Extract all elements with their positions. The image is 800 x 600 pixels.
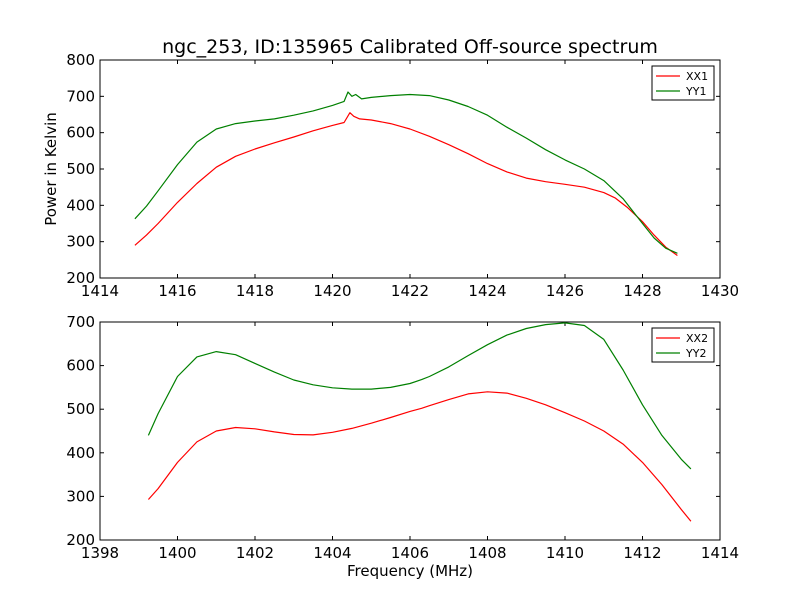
x-tick-label: 1426 [546, 282, 584, 300]
x-tick-label: 1416 [158, 282, 196, 300]
legend-label-yy2: YY2 [685, 347, 706, 360]
x-tick-label: 1408 [468, 544, 506, 562]
y-tick-label: 400 [66, 444, 95, 462]
x-tick-label: 1400 [158, 544, 196, 562]
y-tick-label: 700 [66, 87, 95, 105]
x-tick-label: 1414 [81, 282, 119, 300]
x-tick-label: 1424 [468, 282, 506, 300]
y-tick-label: 400 [66, 196, 95, 214]
series-line-yy1 [134, 91, 678, 254]
y-tick-label: 700 [66, 313, 95, 331]
x-tick-label: 1428 [623, 282, 661, 300]
x-tick-label: 1404 [313, 544, 351, 562]
legend-label-yy1: YY1 [685, 85, 706, 98]
x-tick-label: 1414 [701, 544, 739, 562]
x-tick-label: 1430 [701, 282, 739, 300]
x-tick-label: 1406 [391, 544, 429, 562]
top-subplot: 1414 1416 1418 1420 1422 1424 1426 1428 1430 200 3… [42, 51, 739, 300]
x-tick-label: 1402 [236, 544, 274, 562]
x-tick-label: 1418 [236, 282, 274, 300]
y-tick-label: 300 [66, 233, 95, 251]
legend-box [651, 65, 715, 101]
y-tick-label: 800 [66, 51, 95, 69]
x-tick-label: 1398 [81, 544, 119, 562]
series-line-yy2 [147, 322, 692, 470]
y-axis-label: Power in Kelvin [42, 112, 60, 226]
x-tick-label: 1420 [313, 282, 351, 300]
series-line-xx1 [134, 112, 678, 256]
y-tick-label: 600 [66, 357, 95, 375]
y-tick-label: 500 [66, 400, 95, 418]
x-tick-label: 1410 [546, 544, 584, 562]
x-tick-label: 1412 [623, 544, 661, 562]
series-line-xx2 [147, 391, 692, 522]
legend-label-xx2: XX2 [686, 332, 708, 345]
x-tick-label: 1422 [391, 282, 429, 300]
x-axis-label: Frequency (MHz) [347, 562, 473, 580]
y-tick-label: 300 [66, 487, 95, 505]
y-tick-label: 600 [66, 124, 95, 142]
y-tick-label: 200 [66, 531, 95, 549]
y-tick-label: 200 [66, 269, 95, 287]
bottom-subplot: 1398 1400 1402 1404 1406 1408 1410 1412 1414 200 3… [66, 313, 739, 580]
legend-label-xx1: XX1 [686, 70, 708, 83]
chart-title: ngc_253, ID:135965 Calibrated Off-source… [162, 36, 658, 58]
plot-area [99, 59, 721, 279]
legend-box [651, 327, 715, 363]
plot-area [99, 321, 721, 541]
y-tick-label: 500 [66, 160, 95, 178]
